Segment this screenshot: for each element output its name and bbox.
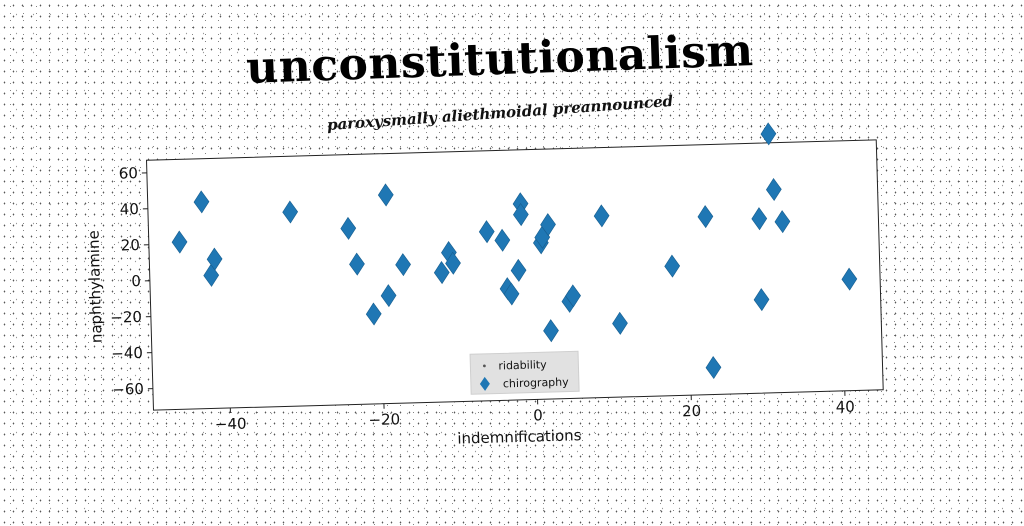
- legend-label-chirography: chirography: [503, 376, 570, 391]
- y-tick-label: −40: [111, 344, 143, 363]
- y-tick-label: −20: [110, 308, 142, 327]
- x-tick-label: −20: [368, 410, 400, 429]
- y-axis-label: naphthylamine: [84, 230, 105, 343]
- x-tick-label: 0: [533, 406, 543, 424]
- y-tick-label: 0: [131, 272, 141, 290]
- y-tick-label: 60: [119, 164, 139, 183]
- x-tick-label: 40: [835, 398, 855, 417]
- y-tick-label: −60: [112, 380, 144, 399]
- legend-label-ridability: ridability: [498, 358, 547, 372]
- y-tick-label: 40: [120, 200, 140, 219]
- x-tick-label: 20: [682, 402, 702, 421]
- data-point-chirography: [761, 123, 777, 145]
- x-axis-label: indemnifications: [457, 426, 582, 447]
- x-tick-label: −40: [215, 415, 247, 434]
- y-tick-label: 20: [121, 236, 141, 255]
